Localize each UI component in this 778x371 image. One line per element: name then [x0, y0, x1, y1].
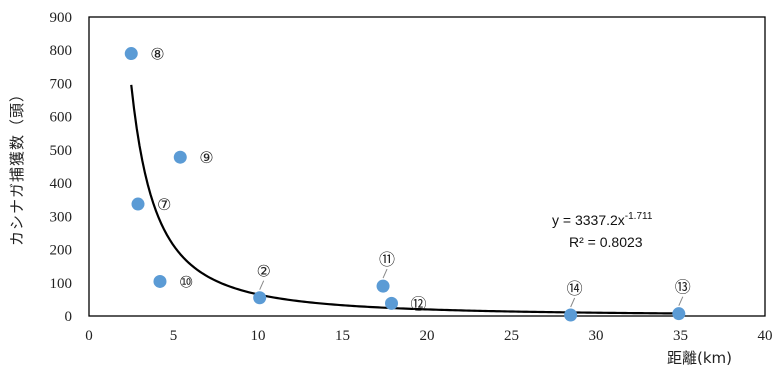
point-label: ⑫ — [411, 294, 427, 313]
y-tick-label: 600 — [50, 110, 73, 126]
tick-labels-layer: 0 100 200 300 400 500 600 700 800 900 0 5 10 15 20 25 30… — [50, 10, 773, 344]
y-tick-label: 100 — [50, 276, 73, 292]
data-point — [153, 274, 167, 288]
x-tick-label: 40 — [758, 328, 773, 344]
y-tick-label: 700 — [50, 76, 73, 92]
x-tick-label: 15 — [335, 328, 350, 344]
data-point — [124, 47, 138, 61]
x-axis-title: 距離(km) — [667, 349, 732, 367]
label-leader-line — [259, 280, 265, 290]
y-tick-label: 900 — [50, 10, 73, 26]
label-leader-line — [678, 296, 684, 306]
data-point — [672, 307, 686, 321]
x-tick-label: 10 — [251, 328, 266, 344]
point-label: ⑭ — [567, 279, 583, 298]
x-tick-label: 20 — [420, 328, 435, 344]
label-leader-line — [382, 268, 388, 279]
trendline-equation: y = 3337.2x-1.711 — [552, 211, 653, 228]
x-tick-label: 0 — [85, 328, 93, 344]
data-point — [564, 308, 578, 322]
y-axis-title: カシナガ捕獲数（頭） — [8, 86, 26, 246]
y-tick-label: 300 — [50, 209, 73, 225]
x-tick-label: 30 — [589, 328, 604, 344]
r-squared-label: R² = 0.8023 — [569, 234, 643, 250]
point-label: ⑬ — [675, 278, 691, 297]
point-label: ⑩ — [179, 272, 193, 291]
data-point — [131, 197, 145, 211]
x-tick-label: 25 — [504, 328, 519, 344]
trendline-layer — [130, 84, 681, 315]
plot-area-border — [88, 16, 766, 317]
y-tick-label: 800 — [50, 43, 73, 59]
data-points-layer: ⑧ ⑨ ⑦ ⑩ ② ⑪ ⑫ ⑭ ⑬ — [124, 45, 691, 322]
point-label: ⑦ — [157, 195, 171, 214]
data-point — [173, 150, 187, 164]
equation-exponent: -1.711 — [625, 211, 653, 222]
power-trendline — [130, 84, 681, 315]
data-point — [385, 296, 399, 310]
y-tick-label: 400 — [50, 176, 73, 192]
x-tick-label: 5 — [170, 328, 178, 344]
label-leader-line — [570, 297, 576, 308]
point-label: ⑧ — [150, 45, 164, 64]
equation-base: y = 3337.2x — [552, 212, 625, 228]
y-tick-label: 200 — [50, 243, 73, 259]
y-tick-label: 0 — [65, 309, 73, 325]
point-label: ⑨ — [199, 148, 213, 167]
point-label: ② — [257, 262, 271, 281]
data-point — [376, 279, 390, 293]
data-point — [253, 291, 267, 305]
point-label: ⑪ — [379, 250, 395, 269]
x-tick-label: 35 — [673, 328, 688, 344]
y-tick-label: 500 — [50, 143, 73, 159]
